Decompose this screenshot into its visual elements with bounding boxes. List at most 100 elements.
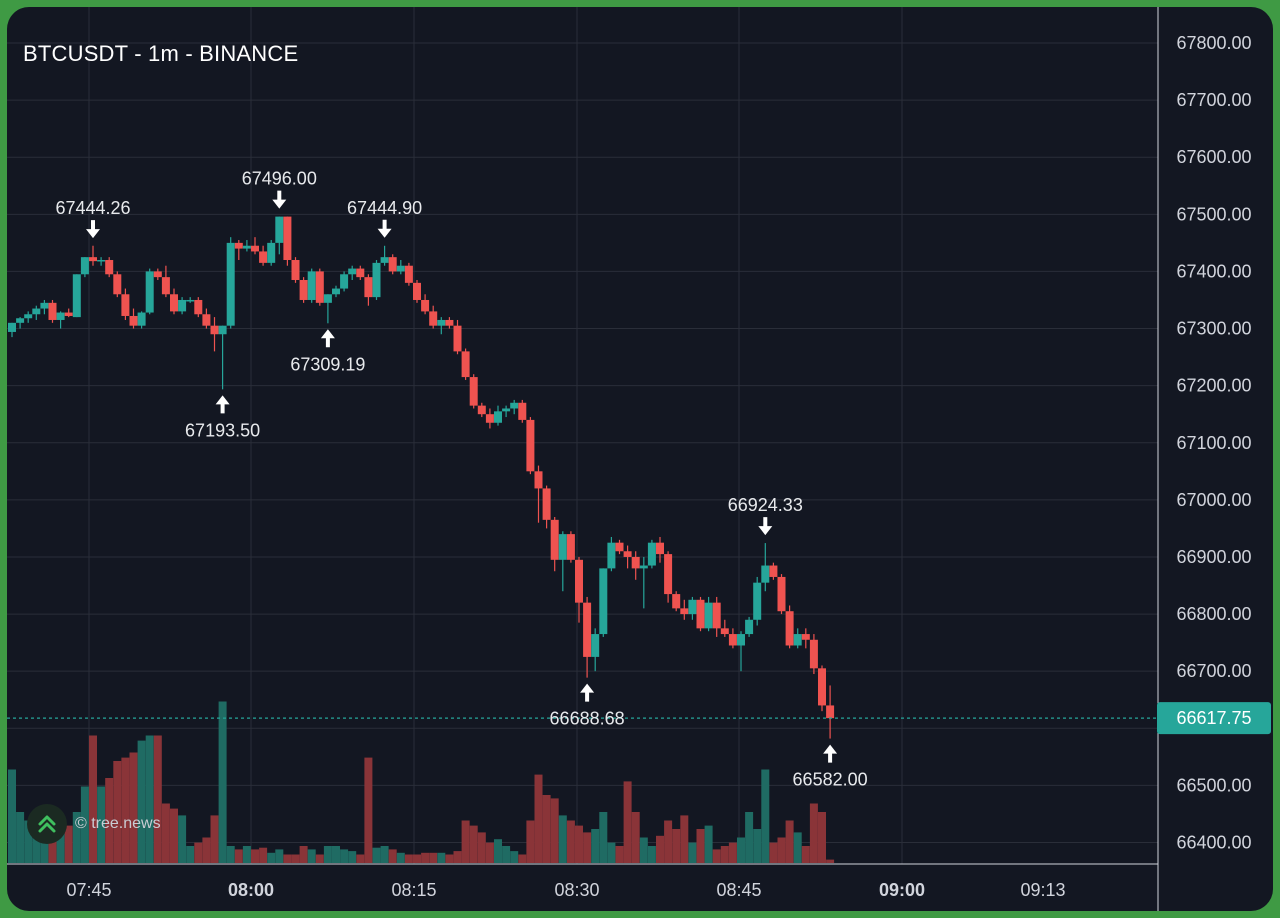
y-tick-label: 67300.00 [1176, 319, 1251, 339]
arrow-down-icon [86, 220, 100, 239]
candle-body [404, 265, 413, 283]
current-price-label: 66617.75 [1176, 708, 1251, 728]
candle-body [251, 245, 259, 252]
candle-body [704, 602, 713, 629]
candle-body [745, 619, 754, 635]
arrow-up-icon [320, 329, 335, 348]
volume-bar [793, 832, 802, 863]
candle-body [477, 405, 486, 415]
annotation-label: 67193.50 [185, 420, 260, 440]
candlestick-chart[interactable]: 67444.26 67496.00 67444.90 67193.50 67309.19… [7, 7, 1273, 911]
volume-bar [777, 837, 786, 863]
volume-bar [210, 815, 219, 863]
volume-bar [769, 842, 778, 863]
candle-body [161, 277, 170, 295]
candle-body [315, 271, 324, 303]
candle-body [194, 299, 203, 315]
candle-body [48, 302, 57, 320]
price-annotation: 67444.26 [55, 198, 131, 239]
candle-body [793, 634, 802, 646]
grid-lines [7, 7, 1158, 864]
candle-body [777, 576, 786, 612]
volume-bar [761, 769, 770, 863]
candle-body [494, 411, 502, 423]
chart-title: BTCUSDT - 1m - BINANCE [23, 41, 299, 66]
candle-body [510, 402, 519, 409]
volume-bar [647, 846, 656, 863]
candle-body [575, 559, 583, 603]
volume-bar [453, 851, 462, 863]
candle-body [688, 599, 697, 615]
volume-bar [226, 846, 235, 863]
y-tick-label: 67000.00 [1176, 490, 1251, 510]
candle-body [785, 611, 794, 646]
candle-body [421, 299, 430, 312]
volume-bar [704, 825, 713, 863]
candle-body [89, 257, 97, 262]
volume-bar [664, 820, 673, 863]
candle-body [818, 668, 826, 706]
candle-body [105, 260, 114, 275]
annotation-label: 66688.68 [550, 709, 625, 729]
volume-bar [194, 842, 203, 863]
volume-bar [672, 829, 681, 863]
annotation-label: 66582.00 [793, 770, 868, 790]
candle-body [445, 319, 454, 326]
volume-bar [242, 846, 251, 863]
price-annotation: 67193.50 [185, 395, 260, 440]
volume-bar [656, 835, 664, 863]
volume-bar [145, 735, 154, 863]
volume-bar [275, 849, 284, 863]
candle-body [599, 568, 608, 635]
volume-bar [348, 851, 357, 863]
candle-body [145, 271, 154, 313]
candle-body [372, 262, 381, 298]
y-tick-label: 67800.00 [1176, 33, 1251, 53]
volume-bar [332, 846, 340, 863]
volume-bar [372, 847, 381, 863]
candle-body [56, 312, 65, 320]
candle-body [485, 414, 494, 423]
candle-body [97, 260, 106, 262]
candle-body [137, 312, 146, 326]
candle-body [16, 318, 25, 323]
candle-body [542, 488, 551, 520]
candle-body [72, 274, 81, 318]
price-annotation: 67444.90 [347, 198, 422, 238]
candle-body [526, 419, 535, 472]
volume-bar [469, 825, 478, 863]
current-price-badge: 66617.75 [1157, 702, 1271, 735]
volume-bar [105, 778, 114, 863]
chevrons-up-icon [27, 804, 67, 844]
candle-body [348, 268, 357, 275]
candle-body [218, 325, 227, 335]
candle-body [170, 294, 178, 312]
candle-body [267, 242, 276, 263]
volume-bar [688, 842, 697, 863]
volume-bar [494, 839, 502, 863]
y-tick-label: 67200.00 [1176, 376, 1251, 396]
volume-bar [809, 803, 818, 863]
axes: 67800.00 67700.00 67600.00 67500.00 67400.00… [7, 7, 1271, 911]
candle-body [631, 556, 640, 569]
candle-body [696, 599, 705, 629]
volume-bar [526, 820, 535, 863]
candle-body [615, 542, 624, 552]
candle-body [380, 257, 389, 263]
candle-body [323, 294, 332, 303]
chart-frame: 67444.26 67496.00 67444.90 67193.50 67309.19… [7, 7, 1273, 911]
y-tick-label: 67500.00 [1176, 204, 1251, 224]
y-tick-label: 66900.00 [1176, 547, 1251, 567]
watermark-text: © tree.news [75, 815, 161, 832]
candle-body [720, 628, 729, 635]
candle-body [469, 377, 478, 406]
candle-body [672, 594, 681, 609]
y-tick-label: 67100.00 [1176, 433, 1251, 453]
candle-body [332, 288, 340, 295]
arrow-down-icon [272, 190, 287, 209]
price-annotation: 67309.19 [290, 329, 365, 374]
price-annotation: 66582.00 [793, 744, 868, 790]
volume-bar [712, 849, 721, 863]
candle-body [534, 471, 543, 489]
candle-body [461, 351, 470, 378]
